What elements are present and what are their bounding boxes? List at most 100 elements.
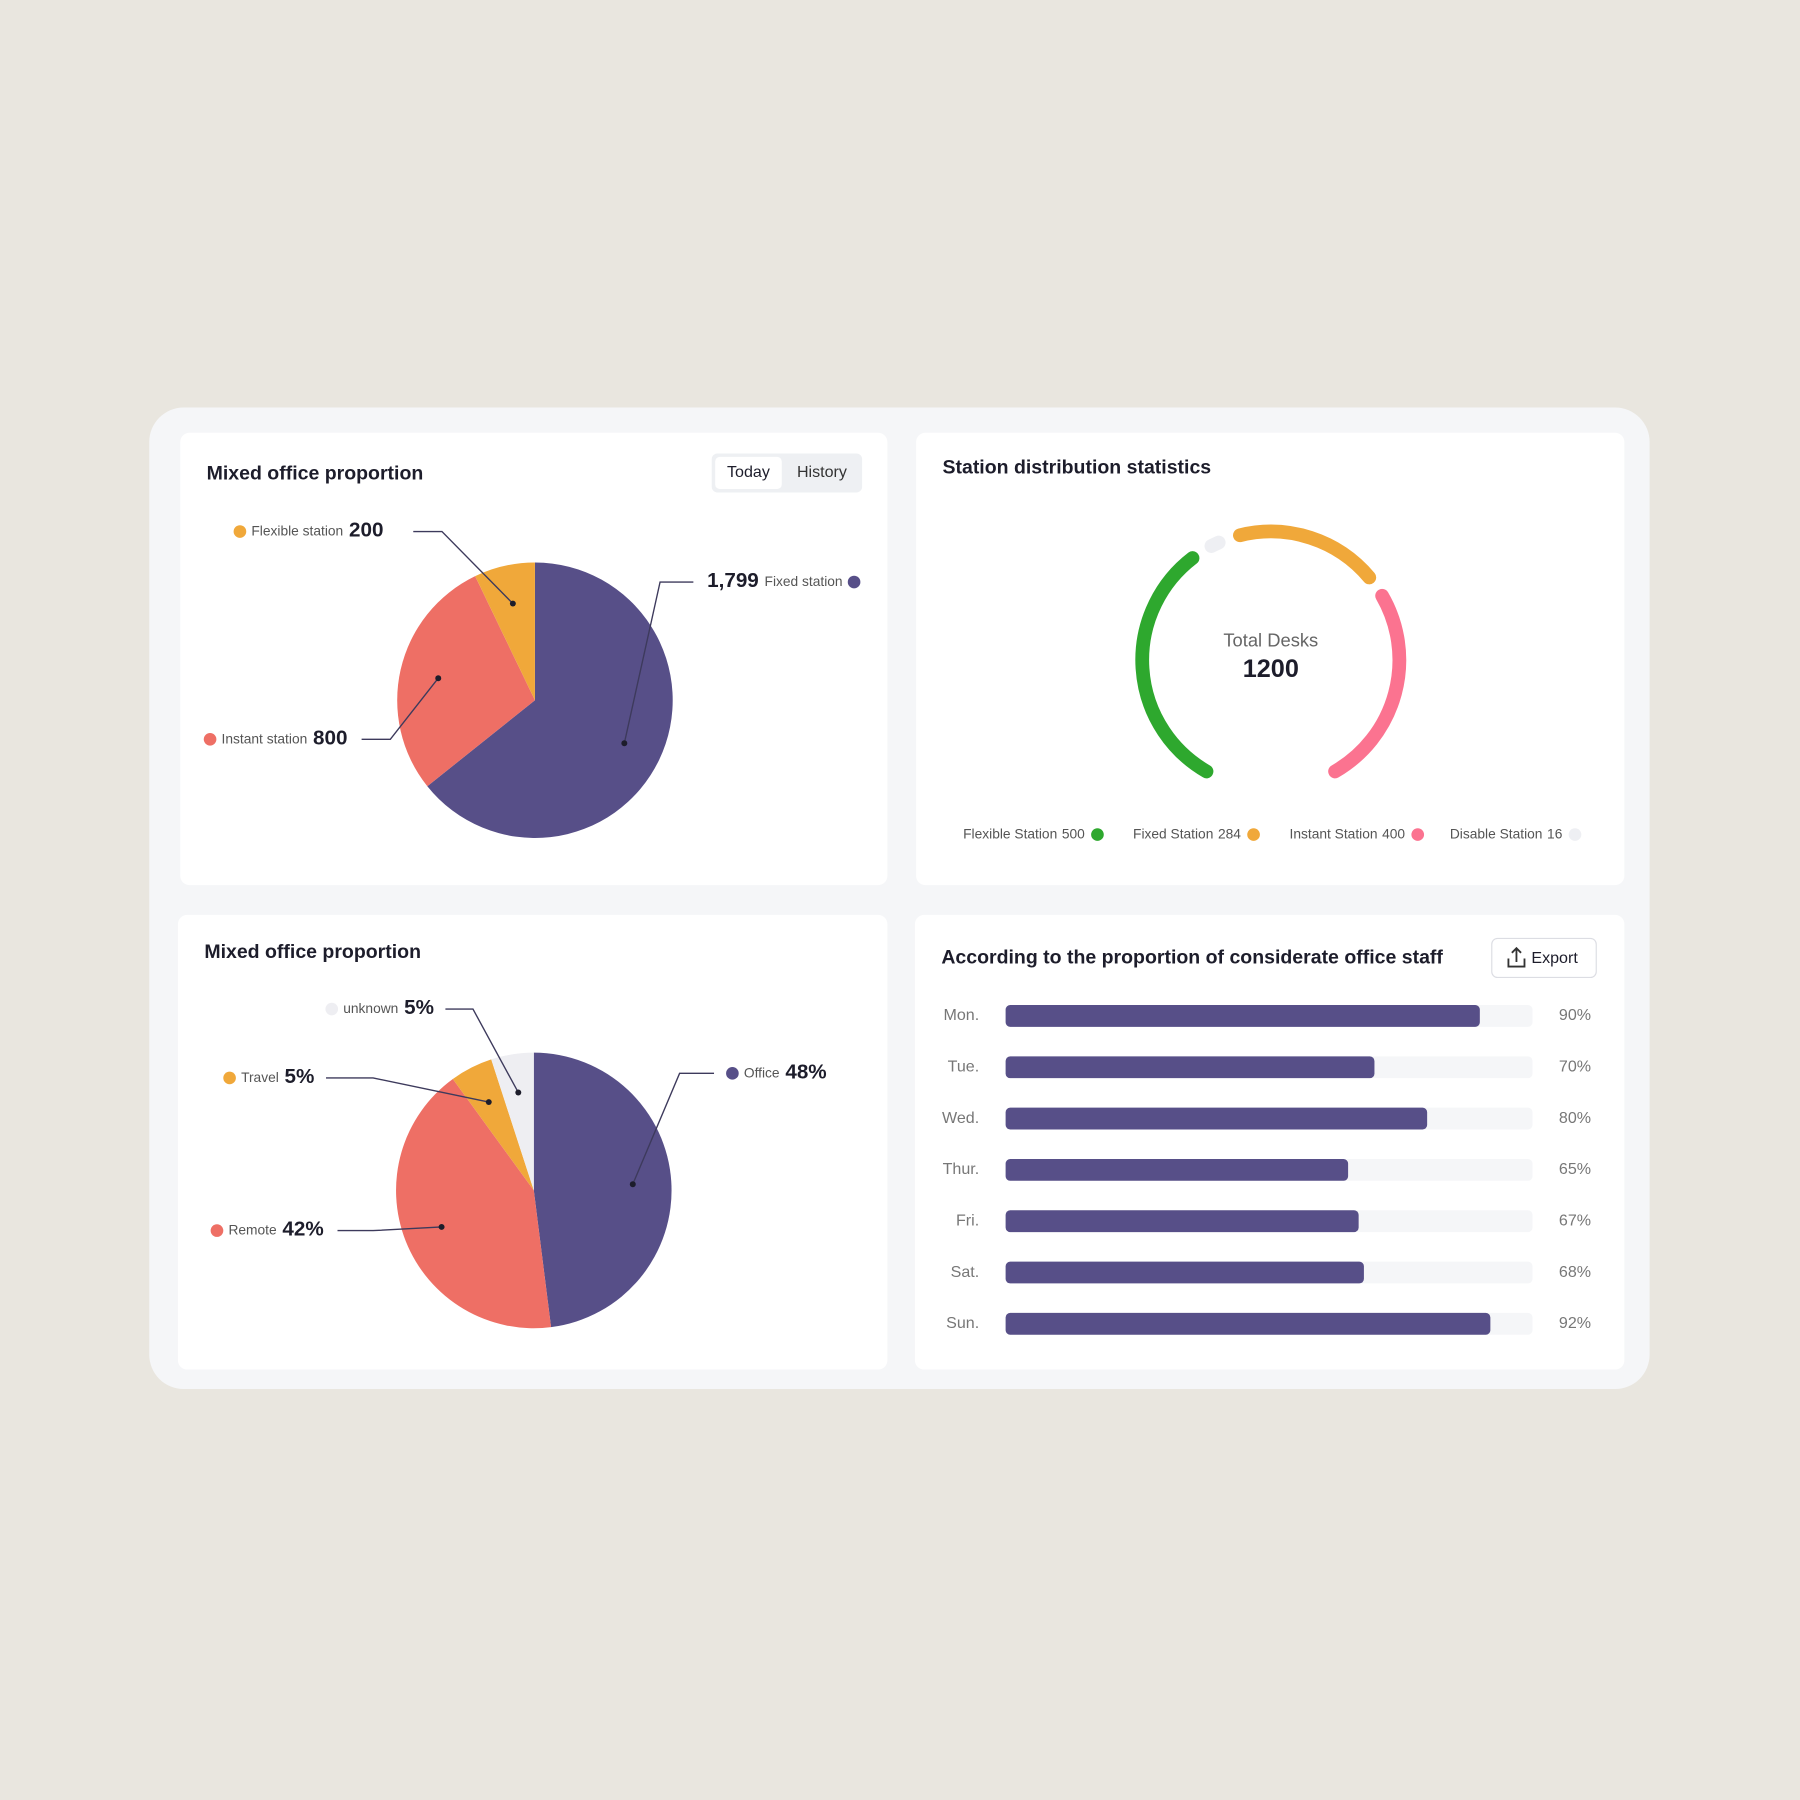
export-icon [1507,946,1526,968]
row-label: Sat. [951,1263,980,1281]
callout-line [361,677,439,740]
legend-dot [726,1067,739,1080]
legend-value: 400 [1382,826,1405,841]
callout-label: Remote 42% [228,1218,323,1241]
row-label: Tue. [948,1058,980,1076]
bar [1005,1210,1359,1233]
row-label: Wed. [942,1109,979,1127]
callout-dot [515,1089,522,1096]
callout-dot [435,675,442,682]
legend-dot [203,732,217,746]
callout-line [326,1077,489,1103]
panel [914,914,1625,1370]
callout-name: Travel [241,1070,279,1085]
callout-line [623,581,694,744]
legend-label: Flexible Station 500 [963,826,1085,841]
bar [1005,1056,1375,1079]
callout-value: 42% [282,1218,323,1241]
callout-name: unknown [343,1001,398,1016]
export-button[interactable] [1491,937,1597,979]
legend-dot [1247,828,1260,841]
donut-total: 1200 [1243,655,1299,683]
value-label: 65% [1559,1160,1591,1178]
legend-dot [325,1002,339,1016]
pie-slice [452,1059,534,1191]
legend-name: Fixed Station [1133,826,1213,841]
legend-dot [1091,828,1104,841]
legend-dot [847,575,861,589]
callout-dot [629,1181,636,1188]
export-label[interactable]: Export [1531,949,1578,967]
bar [1005,1261,1364,1284]
pie-slice [475,562,535,701]
pie-slice [491,1052,534,1191]
legend-dot [233,525,247,538]
callout-name: Remote [228,1222,277,1237]
callout-label: 1,799 Fixed station [707,569,842,592]
callout-name: Instant station [222,731,308,746]
donut-center-label: Total Desks [1223,630,1318,651]
legend-value: 284 [1218,826,1241,841]
legend-dot [1568,828,1582,841]
legend-dot [210,1224,224,1237]
tab-label[interactable]: Today [727,463,770,481]
callout-value: 800 [313,727,347,750]
panel-title: According to the proportion of considera… [941,947,1443,969]
pie-slice [427,562,673,839]
panel-title: Mixed office proportion [207,462,424,484]
callout-label: Flexible station 200 [251,519,383,542]
callout-label: Instant station 800 [222,727,348,750]
donut-arc [1135,551,1214,779]
donut-arc [1233,524,1377,585]
row-label: Thur. [943,1160,980,1178]
callout-line [445,1008,519,1093]
legend-label: Fixed Station 284 [1133,826,1241,841]
value-label: 67% [1559,1211,1591,1229]
callout-line [632,1072,715,1185]
value-label: 68% [1559,1263,1591,1281]
callout-label: unknown 5% [343,997,434,1020]
bar [1005,1312,1491,1335]
callout-dot [438,1223,445,1230]
row-label: Sun. [946,1314,979,1332]
callout-value: 5% [404,997,434,1020]
tab-label[interactable]: History [797,463,847,481]
panel-title: Mixed office proportion [204,941,421,963]
callout-value: 48% [785,1061,826,1084]
bar [1005,1158,1349,1181]
callout-dot [621,740,628,747]
callout-name: Fixed station [765,574,843,589]
legend-dot [223,1071,236,1085]
callout-name: Flexible station [251,523,343,538]
legend-label: Instant Station 400 [1290,826,1406,841]
callout-label: Office 48% [744,1061,827,1084]
value-label: 90% [1559,1006,1591,1024]
callout-dot [509,600,516,607]
callout-value: 200 [349,519,383,542]
callout-label: Travel 5% [241,1065,314,1088]
callout-name: Office [744,1065,780,1080]
bar [1005,1107,1428,1130]
legend-name: Flexible Station [963,826,1057,841]
pie-slice [396,1078,552,1329]
callout-line [413,530,514,605]
donut-arc [1204,535,1226,553]
value-label: 80% [1559,1109,1591,1127]
value-label: 70% [1559,1058,1591,1076]
panel-title: Station distribution statistics [942,457,1211,479]
callout-value: 5% [285,1065,315,1088]
callout-line [337,1226,442,1232]
legend-value: 500 [1062,826,1085,841]
callout-dot [485,1099,492,1106]
donut-arc [1328,588,1407,779]
row-label: Mon. [943,1006,979,1024]
pie-slice [533,1052,672,1328]
panel [916,432,1625,886]
value-label: 92% [1559,1314,1591,1332]
callout-value: 1,799 [707,569,759,592]
pie-slice [397,576,535,787]
legend-value: 16 [1547,826,1563,841]
tab-today[interactable] [715,456,782,490]
legend-name: Disable Station [1450,826,1543,841]
